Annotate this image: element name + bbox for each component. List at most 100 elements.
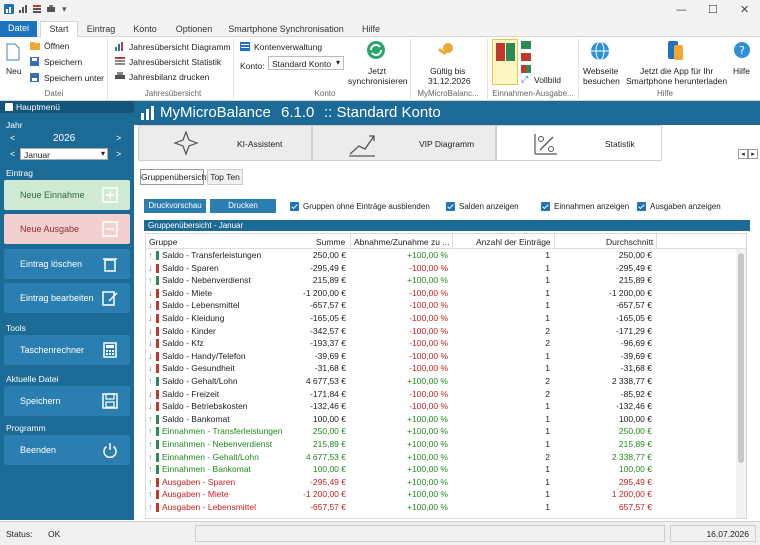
eintrag-loeschen-button[interactable]: Eintrag löschen <box>4 249 130 279</box>
tab-datei[interactable]: Datei <box>0 21 37 37</box>
qa-dropdown-icon[interactable]: ▾ <box>62 4 67 14</box>
table-row[interactable]: ↓ Saldo - Kleidung -165,05 € -100,00 % 1 -165… <box>146 312 746 325</box>
neue-einnahme-button[interactable]: Neue Einnahme <box>4 180 130 210</box>
cell-gruppe: Einnahmen - Nebenverdienst <box>162 439 273 449</box>
sync-label-1[interactable]: Jetzt <box>368 66 386 76</box>
col-anzahl[interactable]: Anzahl der Einträge <box>476 237 551 247</box>
table-row[interactable]: ↓ Saldo - Betriebskosten -132,46 € -100,00 … <box>146 400 746 413</box>
salden-anzeigen-checkbox[interactable] <box>446 202 455 211</box>
gruppen-ausblenden-checkbox[interactable] <box>290 202 299 211</box>
minimize-icon[interactable]: — <box>676 3 687 16</box>
table-row[interactable]: ↑ Saldo - Nebenverdienst 215,89 € +100,00 %… <box>146 274 746 287</box>
eintrag-bearbeiten-button[interactable]: Eintrag bearbeiten <box>4 283 130 313</box>
tab-optionen[interactable]: Optionen <box>175 24 213 34</box>
jahresuebersicht-statistik-button[interactable]: Jahresübersicht Statistik <box>129 57 222 67</box>
group-color-swatch <box>156 402 159 412</box>
tab-start[interactable]: Start <box>40 21 78 37</box>
card-statistik[interactable]: Statistik <box>496 125 662 161</box>
table-row[interactable]: ↓ Saldo - Kfz -193,37 € -100,00 % 2 -96,69 € <box>146 337 746 350</box>
table-row[interactable]: ↑ Einnahmen - Nebenverdienst 215,89 € +100,… <box>146 438 746 451</box>
sidebar-speichern-button[interactable]: Speichern <box>4 386 130 416</box>
webseite-label-1[interactable]: Webseite <box>583 66 619 76</box>
maximize-icon[interactable]: ☐ <box>708 3 718 16</box>
neue-ausgabe-button[interactable]: Neue Ausgabe <box>4 214 130 244</box>
open-folder-icon <box>30 42 40 50</box>
app-label-1[interactable]: Jetzt die App für Ihr <box>640 66 714 76</box>
list-quick-icon[interactable] <box>32 4 42 14</box>
table-row[interactable]: ↑ Saldo - Gehalt/Lohn 4 677,53 € +100,00 % 2… <box>146 375 746 388</box>
table-row[interactable]: ↑ Ausgaben - Miete -1 200,00 € +100,00 % 1 1 … <box>146 488 746 501</box>
prev-month-icon[interactable]: < <box>10 149 16 159</box>
ausgaben-anzeigen-checkbox[interactable] <box>637 202 646 211</box>
tab-konto[interactable]: Konto <box>133 24 157 34</box>
taschenrechner-button[interactable]: Taschenrechner <box>4 335 130 365</box>
cell-gruppe: Saldo - Lebensmittel <box>162 300 240 311</box>
drucken-button[interactable]: Drucken <box>210 199 276 213</box>
view-toggle-button[interactable] <box>492 39 518 85</box>
table-row[interactable]: ↓ Saldo - Freizeit -171,84 € -100,00 % 2 -85,… <box>146 388 746 401</box>
tab-eintrag[interactable]: Eintrag <box>86 24 116 34</box>
konto-select[interactable]: Standard Konto ▾ <box>268 56 344 70</box>
tab-hilfe[interactable]: Hilfe <box>361 24 380 34</box>
vollbild-button[interactable]: Vollbild <box>534 75 561 85</box>
layout-red-icon[interactable] <box>521 53 531 61</box>
col-gruppe[interactable]: Gruppe <box>149 237 178 247</box>
col-durchschnitt[interactable]: Durchschnitt <box>606 237 654 247</box>
col-aenderung[interactable]: Abnahme/Zunahme zu ... <box>354 237 450 247</box>
scroll-left-icon[interactable]: ◂ <box>738 149 748 159</box>
einnahmen-anzeigen-checkbox[interactable] <box>541 202 550 211</box>
table-row[interactable]: ↑ Ausgaben - Lebensmittel -657,57 € +100,00… <box>146 501 746 514</box>
next-month-icon[interactable]: > <box>116 149 122 159</box>
card-ki-assistent[interactable]: KI-Assistent <box>138 125 312 161</box>
chart-quick-icon[interactable] <box>18 4 28 14</box>
next-year-icon[interactable]: > <box>116 133 122 143</box>
month-select[interactable]: Januar ▾ <box>20 148 108 160</box>
tab-top-ten[interactable]: Top Ten <box>207 169 243 185</box>
jahresuebersicht-diagramm-button[interactable]: Jahresübersicht Diagramm <box>129 42 231 52</box>
table-row[interactable]: ↑ Einnahmen - Gehalt/Lohn 4 677,53 € +100,0… <box>146 451 746 464</box>
kontenverwaltung-button[interactable]: Kontenverwaltung <box>254 42 323 52</box>
table-row[interactable]: ↓ Saldo - Handy/Telefon -39,69 € -100,00 % 1… <box>146 350 746 363</box>
app-logo-icon <box>4 4 14 14</box>
scrollbar-thumb[interactable] <box>738 253 744 463</box>
speichern-unter-button[interactable]: Speichern unter <box>44 73 105 83</box>
col-summe[interactable]: Summe <box>316 237 346 247</box>
table-scrollbar[interactable] <box>736 249 746 518</box>
jahresbilanz-drucken-button[interactable]: Jahresbilanz drucken <box>129 72 210 82</box>
tab-gruppenuebersicht[interactable]: Gruppenübersicht <box>140 169 209 185</box>
oeffnen-button[interactable]: Öffnen <box>44 41 70 51</box>
sync-label-2[interactable]: synchronisieren <box>348 76 408 86</box>
table-row[interactable]: ↑ Saldo - Transferleistungen 250,00 € +100,… <box>146 249 746 262</box>
ausgaben-anzeigen-label: Ausgaben anzeigen <box>650 202 721 211</box>
beenden-button[interactable]: Beenden <box>4 435 130 465</box>
table-row[interactable]: ↑ Einnahmen - Transferleistungen 250,00 € +… <box>146 425 746 438</box>
close-icon[interactable]: ✕ <box>740 3 750 16</box>
table-row[interactable]: ↑ Einnahmen - Bankomat 100,00 € +100,00 % 1 1… <box>146 463 746 476</box>
status-bar: Status: OK 16.07.2026 <box>0 521 760 545</box>
table-row[interactable]: ↓ Saldo - Gesundheit -31,68 € -100,00 % 1 -31… <box>146 362 746 375</box>
collapse-icon[interactable] <box>5 103 13 111</box>
webseite-label-2[interactable]: besuchen <box>583 76 620 86</box>
table-row[interactable]: ↓ Saldo - Lebensmittel -657,57 € -100,00 % 1… <box>146 299 746 312</box>
app-label-2[interactable]: Smartphone herunterladen <box>626 76 728 86</box>
cell-aenderung: +100,00 % <box>407 426 448 437</box>
card-vip-diagramm[interactable]: VIP Diagramm <box>312 125 496 161</box>
tab-smartphone-sync[interactable]: Smartphone Synchronisation <box>228 24 344 34</box>
scroll-right-icon[interactable]: ▸ <box>748 149 758 159</box>
neu-button[interactable]: Neu <box>6 66 22 76</box>
druckvorschau-button[interactable]: Druckvorschau <box>144 199 206 213</box>
hilfe-button[interactable]: Hilfe <box>733 66 751 76</box>
table-row[interactable]: ↑ Ausgaben - Sparen -295,49 € +100,00 % 1 295… <box>146 476 746 489</box>
chevron-down-icon: ▾ <box>335 58 340 67</box>
svg-text:?: ? <box>739 44 745 57</box>
print-quick-icon[interactable] <box>46 4 56 14</box>
table-row[interactable]: ↑ Saldo - Bankomat 100,00 € +100,00 % 1 100,0… <box>146 413 746 426</box>
layout-green-icon[interactable] <box>521 41 531 49</box>
table-row[interactable]: ↓ Saldo - Kinder -342,57 € -100,00 % 2 -171,2… <box>146 325 746 338</box>
layout-mixed-icon[interactable] <box>521 65 531 73</box>
table-row[interactable]: ↓ Saldo - Sparen -295,49 € -100,00 % 1 -295,4… <box>146 262 746 275</box>
speichern-button[interactable]: Speichern <box>44 57 83 67</box>
table-row[interactable]: ↓ Saldo - Miete -1 200,00 € -100,00 % 1 -1 20… <box>146 287 746 300</box>
prev-year-icon[interactable]: < <box>10 133 16 143</box>
sparkle-icon <box>173 130 199 156</box>
